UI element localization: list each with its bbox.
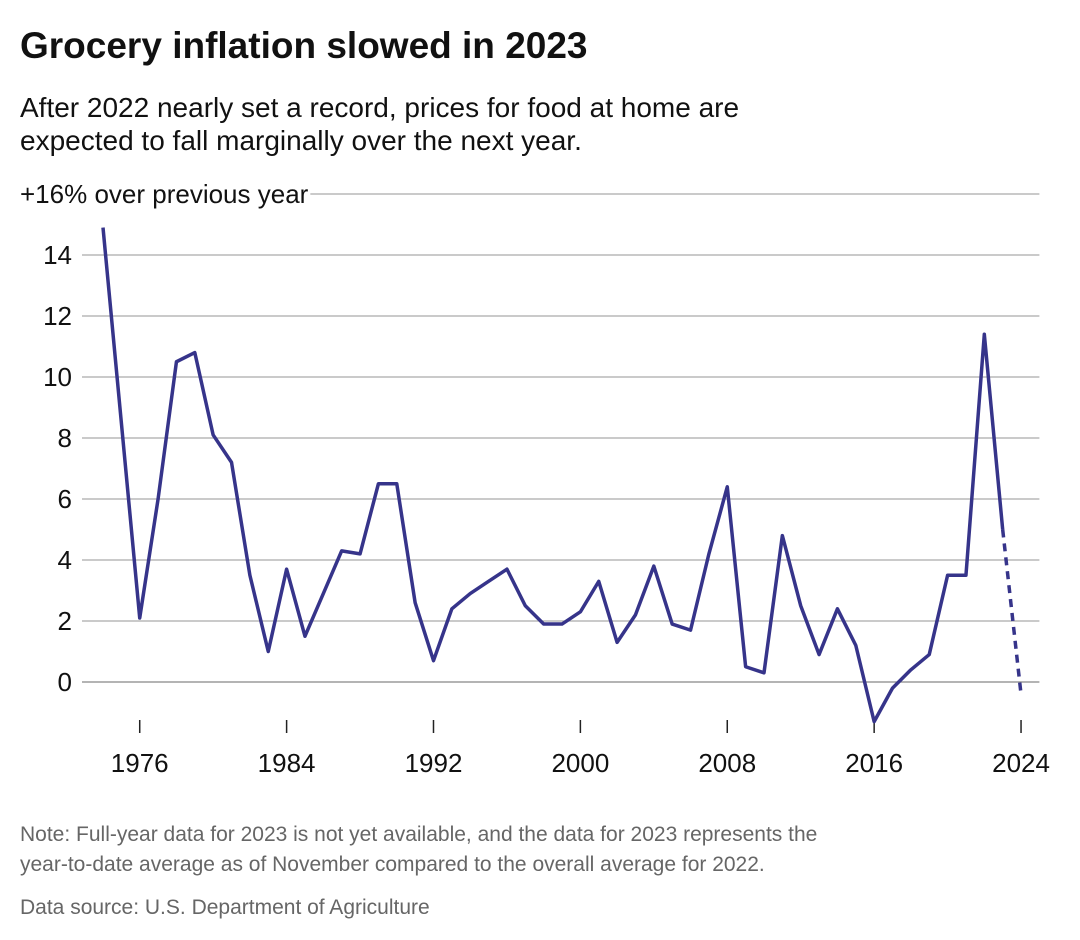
y-tick-label: 2 [58, 606, 72, 636]
y-tick-label: 10 [43, 362, 72, 392]
x-tick-label: 1992 [405, 748, 463, 778]
y-tick-label: 6 [58, 484, 72, 514]
chart-title: Grocery inflation slowed in 2023 [20, 25, 588, 66]
x-tick-label: 2008 [698, 748, 756, 778]
source: Data source: U.S. Department of Agricult… [20, 896, 430, 919]
note: year-to-date average as of November comp… [20, 853, 765, 876]
y-tick-label: 0 [58, 667, 72, 697]
chart-subtitle: expected to fall marginally over the nex… [20, 125, 582, 156]
y-tick-label: 8 [58, 423, 72, 453]
x-tick-label: 2000 [551, 748, 609, 778]
x-tick-label: 2024 [992, 748, 1050, 778]
y-tick-label: 14 [43, 240, 72, 270]
data-line [101, 227, 1005, 724]
x-tick-label: 1984 [258, 748, 316, 778]
y-tick-label: 4 [58, 545, 72, 575]
note: Note: Full-year data for 2023 is not yet… [20, 823, 817, 846]
y-tick-label: +16% over previous year [20, 179, 309, 209]
x-tick-label: 1976 [111, 748, 169, 778]
chart-subtitle: After 2022 nearly set a record, prices f… [20, 92, 739, 123]
x-tick-label: 2016 [845, 748, 903, 778]
y-tick-label: 12 [43, 301, 72, 331]
